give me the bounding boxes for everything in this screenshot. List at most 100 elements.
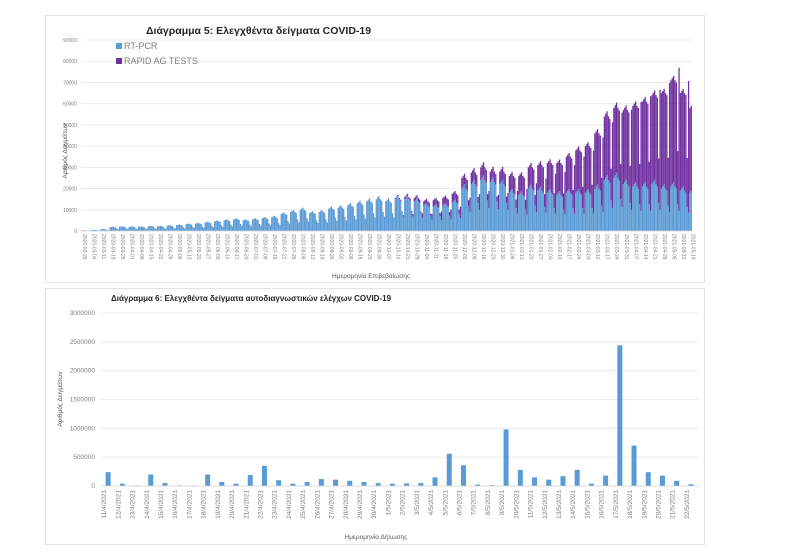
bar-rapid-ag [500,169,502,182]
bar-rapid-ag [404,197,406,200]
bar-rt-pcr [542,192,544,231]
x-tick-label: 2020-03-11 [100,234,106,259]
x-tick-label: 2020-12-30 [499,234,505,260]
x-tick-label: 2020-04-22 [157,234,163,260]
bar-rapid-ag [606,111,608,175]
bar-rt-pcr [613,177,615,231]
x-tick-label: 12/5/2021 [542,490,549,519]
bar-rt-pcr [119,226,121,231]
bar-rt-pcr [303,209,305,231]
bar-rt-pcr [652,181,654,231]
x-tick-label: 2020-08-05 [300,234,306,260]
bar-rt-pcr [243,219,246,231]
bar-rt-pcr [112,226,114,231]
bar-rt-pcr [235,218,238,231]
bar-rt-pcr [239,223,242,231]
x-tick-label: 2021-02-03 [547,234,553,260]
bar-rt-pcr [420,213,422,231]
bar-rapid-ag [481,164,483,178]
bar-rt-pcr [353,215,356,231]
bar-rt-pcr [322,211,324,231]
bar-rt-pcr [269,225,272,231]
x-tick-label: 2020-06-10 [224,234,230,260]
bar-rt-pcr [485,182,487,231]
x-tick-label: 2021-01-20 [528,234,534,260]
bar-rt-pcr [658,202,660,231]
bar-rt-pcr [215,220,217,231]
bar-rapid-ag [668,82,671,212]
bar-rt-pcr [230,224,232,231]
chart-6-title: Διάγραμμα 6: Ελεγχθέντα δείγματα αυτοδια… [111,294,392,303]
bar-rt-pcr [340,205,342,231]
bar-rt-pcr [272,216,274,231]
bar-rt-pcr [450,219,452,231]
x-tick-label: 23/4/2021 [272,490,279,519]
bar-rt-pcr [609,182,611,231]
bar-rapid-ag [482,162,485,175]
bar-rt-pcr [512,192,515,231]
x-tick-label: 2020-04-15 [148,234,154,260]
bar-rt-pcr [343,208,345,231]
bar-rt-pcr [152,226,155,231]
bar-rt-pcr [310,212,312,231]
x-tick-label: 29/4/2021 [357,490,364,519]
bar-rt-pcr [550,192,553,231]
bar-rt-pcr [508,192,510,231]
bar-rapid-ag [660,93,663,189]
bar-rt-pcr [249,224,251,231]
bar-rt-pcr [594,188,596,231]
bar-rt-pcr [196,223,198,231]
bar-rt-pcr [234,218,236,231]
bar-rt-pcr [276,217,278,231]
x-tick-label: 2021-03-24 [613,234,619,260]
bar-rapid-ag [679,93,682,191]
bar-rt-pcr [544,206,546,231]
bar-rt-pcr [171,225,174,231]
bar-rapid-ag [405,195,407,198]
bar-rapid-ag [454,190,456,200]
bar-rapid-ag [526,188,528,215]
bar-rapid-ag [431,213,433,220]
y-tick-label: 2500000 [70,339,96,346]
x-tick-label: 2020-10-28 [414,234,420,260]
bar-rt-pcr [601,205,603,231]
bar-rt-pcr [428,206,430,231]
bar-rt-pcr [647,188,649,231]
bar-rt-pcr [560,194,562,231]
bar-rapid-ag [622,110,625,185]
bar-rapid-ag [624,107,626,182]
bar-rapid-ag [421,213,424,218]
bar-rapid-ag [417,198,420,202]
bar-rt-pcr [146,229,148,231]
bar-rt-pcr [686,206,688,231]
x-tick-label: 2021-03-31 [623,234,629,260]
bar-rt-pcr [368,198,371,231]
bar-rt-pcr [345,220,348,231]
x-tick-label: 7/5/2021 [471,490,478,516]
x-tick-label: 2020-03-18 [110,234,116,260]
bar-rt-pcr [288,223,291,231]
bar-rapid-ag [598,133,600,189]
bar-rt-pcr [644,181,646,231]
bar-rt-pcr [675,188,677,231]
bar-rt-pcr [583,213,585,231]
x-tick-label: 2021-05-05 [670,234,676,260]
bar-rt-pcr [557,193,559,231]
bar-rt-pcr [444,202,447,231]
bar-rt-pcr [294,211,296,231]
bar-rt-pcr [681,188,683,231]
x-tick-label: 1/5/2021 [385,490,392,516]
bar-rapid-ag [514,177,516,195]
bar-rt-pcr [324,212,326,231]
bar-rt-pcr [489,182,491,231]
bar-rt-pcr [416,198,418,231]
bar-rt-pcr [307,221,310,231]
bar [261,465,267,486]
bar-rt-pcr [599,190,601,231]
bar-rapid-ag [457,195,459,204]
bar-rt-pcr [315,220,318,231]
bar-rt-pcr [256,219,258,231]
bar-rt-pcr [120,226,122,231]
bar-rapid-ag [446,198,448,206]
y-tick-label: 1000000 [70,425,96,432]
